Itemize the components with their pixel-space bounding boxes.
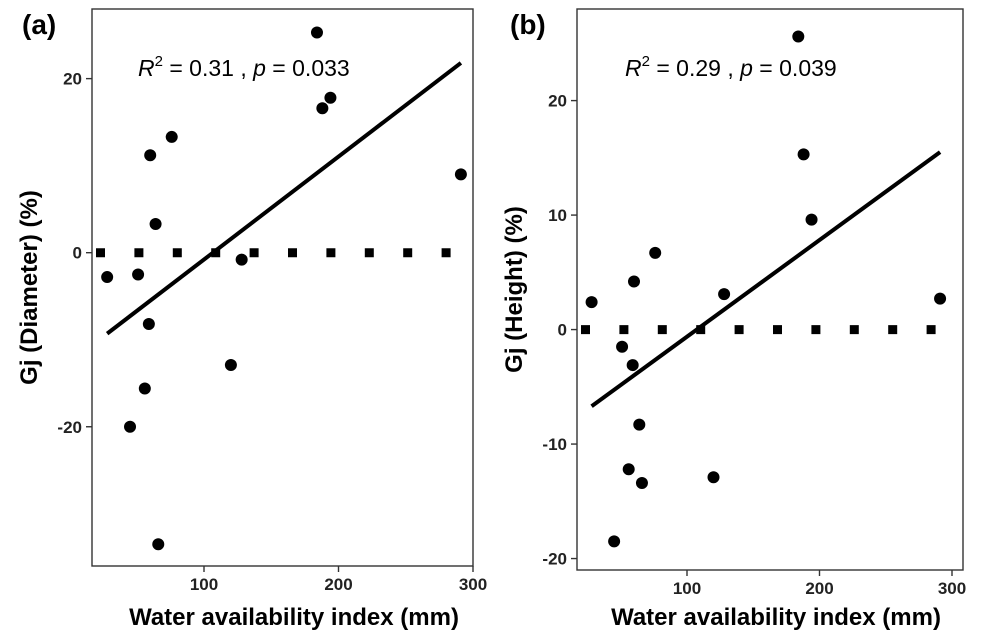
data-point (149, 217, 162, 230)
panel-label: (a) (22, 9, 56, 40)
regression-stats: R2 = 0.31 , p = 0.033 (138, 53, 350, 81)
data-point (324, 91, 337, 104)
data-point (797, 148, 810, 161)
x-tick-label: 300 (938, 579, 966, 598)
x-tick-label: 200 (324, 575, 352, 594)
data-point (792, 30, 805, 43)
y-tick-label: 0 (558, 321, 567, 340)
r2-symbol: R (138, 55, 155, 81)
data-point (101, 271, 114, 284)
plot-frame (91, 8, 474, 567)
plot-frame (576, 8, 964, 571)
data-point (608, 535, 621, 548)
data-point (934, 292, 947, 305)
p-symbol: p (739, 55, 753, 81)
p-symbol: p (252, 55, 266, 81)
regression-line (105, 61, 463, 336)
panel-label: (b) (510, 9, 546, 40)
x-tick-label: 100 (673, 579, 701, 598)
data-point (718, 288, 731, 301)
y-tick-label: -20 (542, 550, 567, 569)
data-point (142, 318, 155, 331)
x-tick-label: 100 (190, 575, 218, 594)
r2-superscript: 2 (642, 53, 650, 70)
data-point (622, 463, 635, 476)
p-value: = 0.033 (266, 55, 350, 81)
regression-line (590, 150, 942, 408)
data-point (144, 149, 157, 162)
data-point (616, 340, 629, 353)
data-point (165, 130, 178, 143)
data-point (805, 213, 818, 226)
y-tick-label: 20 (548, 92, 567, 111)
y-tick-label: 0 (73, 244, 82, 263)
data-point (224, 358, 237, 371)
p-value: = 0.039 (753, 55, 837, 81)
data-point (707, 471, 720, 484)
data-point (124, 420, 137, 433)
x-tick-label: 300 (459, 575, 487, 594)
data-point (633, 418, 646, 431)
data-point (235, 253, 248, 266)
r2-symbol: R (625, 55, 642, 81)
r2-superscript: 2 (155, 53, 163, 70)
x-axis-title: Water availability index (mm) (611, 604, 941, 631)
data-point (152, 538, 165, 551)
r2-value: = 0.29 , (650, 55, 740, 81)
data-point (628, 275, 640, 288)
data-point (585, 296, 598, 309)
x-tick-label: 200 (805, 579, 833, 598)
y-tick-label: 20 (63, 70, 82, 89)
y-tick-label: 10 (548, 206, 567, 225)
data-point (316, 102, 329, 115)
data-point (132, 268, 145, 281)
y-tick-label: -10 (542, 435, 567, 454)
data-point (626, 359, 639, 372)
y-axis-title: Gj (Diameter) (%) (16, 190, 43, 385)
x-axis-title: Water availability index (mm) (129, 604, 459, 631)
data-point (310, 26, 323, 39)
y-axis-title: Gj (Height) (%) (501, 206, 528, 373)
data-point (649, 246, 662, 259)
r2-value: = 0.31 , (163, 55, 253, 81)
regression-stats: R2 = 0.29 , p = 0.039 (625, 53, 837, 81)
y-tick-label: -20 (57, 418, 82, 437)
data-point (635, 476, 648, 489)
data-point (454, 168, 467, 181)
data-point (138, 382, 151, 395)
